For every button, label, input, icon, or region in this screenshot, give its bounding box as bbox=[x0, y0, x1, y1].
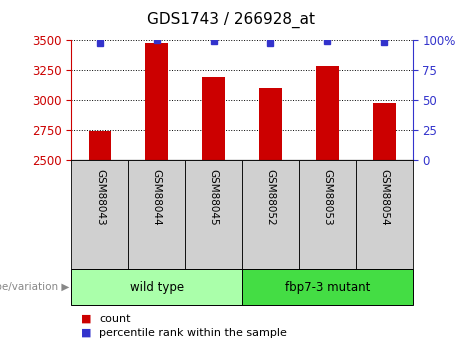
Text: GSM88054: GSM88054 bbox=[379, 169, 389, 226]
Text: GSM88043: GSM88043 bbox=[95, 169, 105, 226]
Text: GSM88045: GSM88045 bbox=[208, 169, 219, 226]
Bar bbox=[185, 160, 242, 269]
Bar bbox=[373, 103, 396, 160]
Bar bbox=[242, 269, 413, 305]
Bar bbox=[316, 66, 339, 160]
Bar bbox=[356, 160, 413, 269]
Bar bbox=[89, 131, 111, 160]
Bar bbox=[145, 43, 168, 160]
Text: GSM88044: GSM88044 bbox=[152, 169, 162, 226]
Text: ■: ■ bbox=[81, 328, 91, 338]
Bar bbox=[259, 88, 282, 160]
Text: percentile rank within the sample: percentile rank within the sample bbox=[99, 328, 287, 338]
Bar bbox=[128, 160, 185, 269]
Text: GSM88053: GSM88053 bbox=[322, 169, 332, 226]
Bar bbox=[299, 160, 356, 269]
Text: GDS1743 / 266928_at: GDS1743 / 266928_at bbox=[147, 12, 314, 28]
Text: GSM88052: GSM88052 bbox=[266, 169, 276, 226]
Text: wild type: wild type bbox=[130, 281, 184, 294]
Bar bbox=[71, 269, 242, 305]
Bar bbox=[202, 77, 225, 160]
Text: count: count bbox=[99, 314, 130, 324]
Text: ■: ■ bbox=[81, 314, 91, 324]
Bar bbox=[71, 160, 128, 269]
Bar bbox=[242, 160, 299, 269]
Text: genotype/variation ▶: genotype/variation ▶ bbox=[0, 282, 69, 292]
Text: fbp7-3 mutant: fbp7-3 mutant bbox=[284, 281, 370, 294]
